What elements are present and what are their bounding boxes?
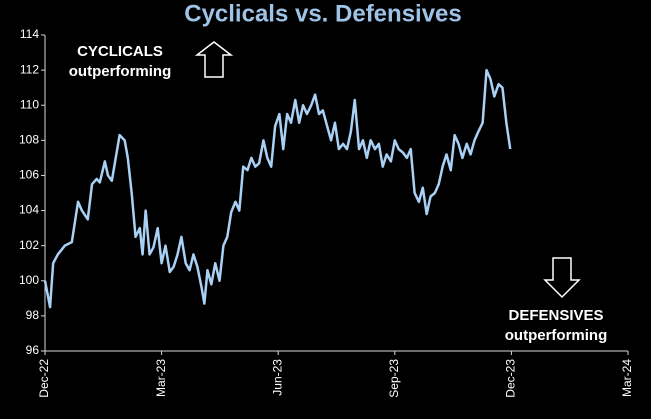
chart-title: Cyclicals vs. Defensives	[184, 0, 462, 27]
y-tick-label: 104	[19, 203, 39, 217]
annotation: outperforming	[69, 63, 172, 80]
y-tick-label: 98	[26, 308, 40, 322]
y-tick-label: 110	[20, 97, 39, 111]
y-tick-label: 106	[19, 168, 39, 182]
y-tick-label: 112	[20, 62, 39, 76]
annotation: CYCLICALS	[77, 43, 163, 60]
series-line	[43, 68, 512, 309]
x-tick-label: Dec-22	[37, 359, 51, 398]
x-tick-label: Jun-23	[270, 359, 284, 396]
annotation: DEFENSIVES	[508, 307, 603, 324]
y-tick-label: 96	[26, 343, 40, 357]
down-arrow	[543, 257, 581, 299]
y-tick-label: 108	[19, 133, 39, 147]
x-tick-label: Dec-23	[504, 359, 518, 398]
x-tick-label: Mar-24	[620, 359, 634, 397]
x-tick-label: Sep-23	[387, 359, 401, 398]
x-tick-label: Mar-23	[154, 359, 168, 397]
y-tick-label: 102	[19, 238, 39, 252]
annotation: outperforming	[505, 327, 608, 344]
up-arrow	[194, 41, 234, 78]
y-tick-label: 100	[19, 273, 39, 287]
y-tick-label: 114	[20, 27, 39, 41]
